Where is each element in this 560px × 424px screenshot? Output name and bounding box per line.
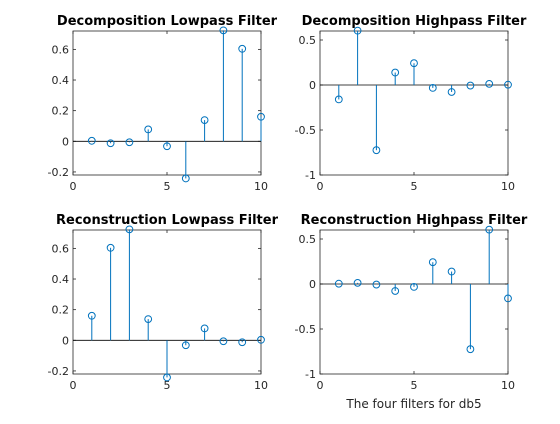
stem-marker: [466, 81, 475, 90]
y-tick-label: -1: [305, 368, 316, 381]
stem-marker: [238, 44, 247, 53]
y-tick-label: -0.2: [48, 365, 69, 378]
stem-marker: [353, 278, 362, 287]
y-tick-label: 0.6: [52, 242, 70, 255]
stem-marker: [334, 95, 343, 104]
x-tick-label: 10: [501, 379, 515, 392]
y-tick-label: 0: [62, 334, 69, 347]
stem-marker: [391, 68, 400, 77]
stem-marker: [200, 324, 209, 333]
stem-marker: [87, 136, 96, 145]
subplot-title: Decomposition Highpass Filter: [302, 14, 527, 29]
y-tick-label: 0.4: [52, 74, 70, 87]
stem-marker: [504, 294, 512, 303]
x-tick-label: 10: [501, 180, 515, 193]
stem-marker: [219, 26, 228, 35]
y-tick-label: -0.5: [295, 124, 316, 137]
x-tick-label: 5: [164, 180, 171, 193]
stem-marker: [353, 26, 362, 35]
stem-marker: [125, 225, 134, 234]
x-tick-label: 0: [70, 379, 77, 392]
stem-marker: [144, 315, 153, 323]
stem-marker: [181, 341, 190, 350]
stem-marker: [125, 138, 134, 147]
y-tick-label: 0.5: [299, 233, 317, 246]
stem-marker: [504, 80, 512, 89]
stem-marker: [334, 279, 343, 288]
x-tick-label: 10: [254, 180, 268, 193]
y-tick-label: -0.2: [48, 166, 69, 179]
figure-caption: The four filters for db5: [345, 397, 481, 411]
x-tick-label: 5: [411, 180, 418, 193]
stem-marker: [238, 338, 247, 347]
y-tick-label: 0.4: [52, 273, 70, 286]
x-tick-label: 0: [70, 180, 77, 193]
y-tick-label: 0.2: [52, 304, 70, 317]
stem-marker: [428, 258, 437, 267]
stem-marker: [372, 146, 381, 155]
y-tick-label: 0: [309, 79, 316, 92]
stem-marker: [219, 337, 228, 346]
stem-marker: [144, 125, 153, 134]
subplot-title: Reconstruction Lowpass Filter: [56, 213, 279, 228]
stem-marker: [485, 225, 494, 234]
stem-marker: [485, 79, 494, 88]
stem-marker: [447, 267, 456, 276]
y-tick-label: 0.5: [299, 34, 317, 47]
y-tick-label: -0.5: [295, 323, 316, 336]
stem-marker: [106, 139, 115, 148]
subplot-4: Reconstruction Highpass Filter 0 5 10 -1 -0.5…: [295, 213, 528, 392]
subplot-2: Decomposition Highpass Filter 0 5 10 -1 -0.5 0…: [295, 14, 527, 193]
stem-marker: [410, 59, 418, 68]
stem-marker: [106, 243, 115, 252]
y-tick-label: 0: [62, 135, 69, 148]
y-tick-label: 0: [309, 278, 316, 291]
subplot-title: Decomposition Lowpass Filter: [57, 14, 278, 29]
stem-marker: [257, 112, 265, 121]
y-tick-label: 0.2: [52, 105, 70, 118]
y-tick-label: 0.6: [52, 43, 70, 56]
x-tick-label: 10: [254, 379, 268, 392]
stem-marker: [163, 373, 171, 382]
axes-box: [319, 30, 509, 176]
stem-marker: [163, 142, 171, 151]
stem-marker: [181, 174, 190, 183]
stem-marker: [87, 311, 96, 320]
stem-marker: [391, 287, 400, 295]
stem-marker: [410, 282, 418, 291]
axes-box: [72, 30, 262, 176]
subplot-title: Reconstruction Highpass Filter: [301, 213, 528, 228]
stem-marker: [257, 335, 265, 344]
axes-box: [319, 229, 509, 375]
stem-marker: [447, 88, 456, 96]
x-tick-label: 0: [317, 379, 324, 392]
stem-marker: [428, 83, 437, 92]
y-tick-label: -1: [305, 169, 316, 182]
stem-marker: [200, 116, 209, 124]
stem-marker: [372, 280, 381, 289]
x-tick-label: 0: [317, 180, 324, 193]
x-tick-label: 5: [164, 379, 171, 392]
x-tick-label: 5: [411, 379, 418, 392]
stem-marker: [466, 345, 475, 354]
